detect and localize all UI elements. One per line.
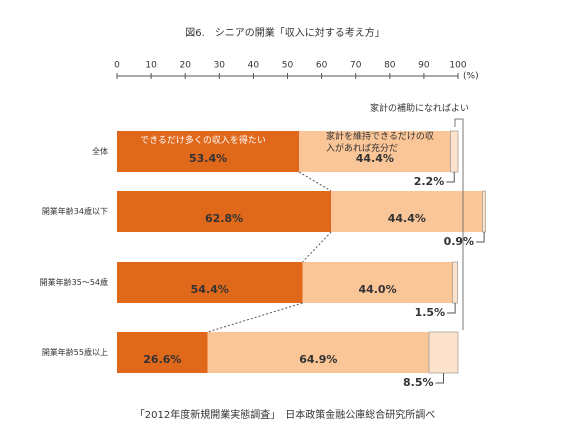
x-tick-label: 60	[316, 61, 328, 71]
source: 「2012年度新規開業実態調査」 日本政策金融公庫総合研究所調べ	[135, 408, 435, 421]
chart-title: 図6. シニアの開業「収入に対する考え方」	[185, 26, 385, 39]
data-label: 53.4%	[189, 152, 227, 165]
x-tick-label: 90	[418, 61, 430, 71]
data-label: 64.9%	[299, 353, 337, 366]
leader-line	[435, 373, 445, 384]
series-name: 家計を維持できるだけの収入があれば充分だ	[326, 132, 434, 154]
data-label: 44.0%	[358, 283, 396, 296]
data-label: 26.6%	[143, 353, 181, 366]
bar-segment	[302, 262, 453, 303]
x-tick-label: 100	[449, 61, 466, 71]
data-label: 54.4%	[191, 283, 229, 296]
bar-segment	[450, 130, 459, 173]
data-label: 44.4%	[388, 212, 426, 225]
x-tick-label: 80	[384, 61, 396, 71]
series-name: 家計の補助になればよい	[370, 104, 470, 114]
bar-segment	[117, 191, 332, 232]
x-tick-label: 50	[282, 61, 294, 71]
connector	[298, 171, 332, 192]
leader-line	[476, 232, 485, 243]
category-label: 開業年齢34歳以下	[42, 206, 108, 216]
x-tick-label: 0	[114, 61, 120, 71]
connector	[207, 302, 303, 333]
connector	[302, 231, 332, 263]
category-label: 全体	[92, 146, 108, 156]
data-label: 2.2%	[414, 175, 445, 188]
axis-unit: (%)	[463, 72, 479, 82]
x-tick-label: 70	[350, 61, 362, 71]
bar-segment	[117, 332, 208, 373]
x-tick-label: 30	[214, 61, 226, 71]
leader-line	[446, 172, 455, 183]
category-label: 開業年齢55歳以上	[42, 347, 108, 357]
callout-line	[454, 118, 464, 330]
bar-segment	[482, 190, 486, 233]
data-label: 44.4%	[356, 152, 394, 165]
x-tick-label: 40	[248, 61, 260, 71]
leader-line	[447, 303, 456, 314]
bar-segment	[117, 131, 300, 172]
data-label: 1.5%	[415, 306, 446, 319]
bar-segment	[299, 131, 451, 172]
category-label: 開業年齢35～54歳	[40, 277, 108, 287]
bar-segment	[331, 191, 483, 232]
bar-segment	[428, 331, 459, 374]
data-label: 62.8%	[205, 212, 243, 225]
data-label: 8.5%	[403, 376, 434, 389]
x-tick-label: 20	[179, 61, 191, 71]
bar-segment	[452, 261, 459, 304]
x-tick-label: 10	[145, 61, 157, 71]
bar-segment	[117, 262, 303, 303]
data-label: 0.9%	[444, 235, 475, 248]
bar-segment	[207, 332, 430, 373]
series-name: できるだけ多くの収入を得たい	[140, 136, 266, 146]
